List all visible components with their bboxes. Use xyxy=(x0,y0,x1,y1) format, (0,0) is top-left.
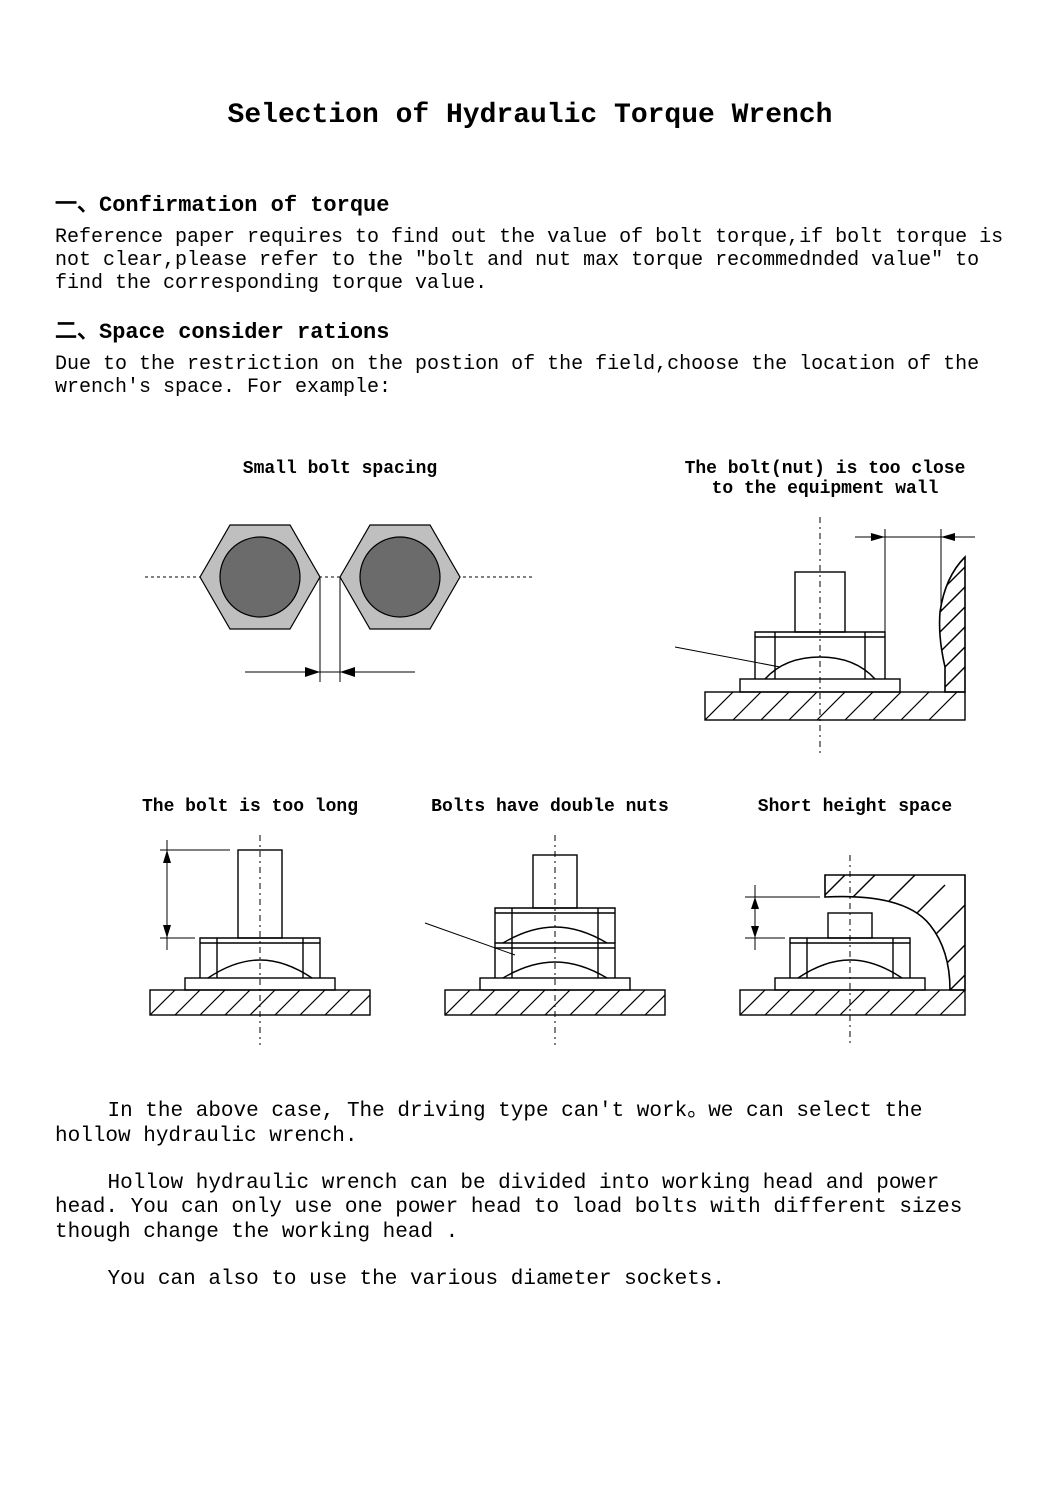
diagram-small-spacing: Small bolt spacing xyxy=(145,459,535,757)
diagram-caption: Bolts have double nuts xyxy=(431,797,669,817)
diagram-caption: Short height space xyxy=(758,797,952,817)
diagram-svg-close-wall xyxy=(645,517,1005,757)
section-1-heading: 一、Confirmation of torque xyxy=(55,186,1005,218)
diagram-short-height: Short height space xyxy=(705,797,1005,1045)
diagram-row-2: The bolt is too long xyxy=(55,797,1005,1045)
page-title: Selection of Hydraulic Torque Wrench xyxy=(55,100,1005,131)
paragraph-1: In the above case, The driving type can'… xyxy=(55,1100,922,1148)
paragraph-2: Hollow hydraulic wrench can be divided i… xyxy=(55,1172,962,1245)
section-2-body: Due to the restriction on the postion of… xyxy=(55,353,1005,399)
section-1-body: Reference paper requires to find out the… xyxy=(55,226,1005,295)
paragraph-3: You can also to use the various diameter… xyxy=(108,1268,726,1291)
diagram-double-nuts: Bolts have double nuts xyxy=(405,797,695,1045)
conclusion-block: In the above case, The driving type can'… xyxy=(55,1100,1005,1293)
diagram-svg-short-height xyxy=(705,835,1005,1045)
section-2-heading: 二、Space consider rations xyxy=(55,313,1005,345)
diagram-close-to-wall: The bolt(nut) is too close to the equipm… xyxy=(645,459,1005,757)
diagram-bolt-too-long: The bolt is too long xyxy=(105,797,395,1045)
diagram-caption: Small bolt spacing xyxy=(243,459,437,479)
diagram-svg-small-spacing xyxy=(145,497,535,717)
diagram-svg-bolt-long xyxy=(105,835,395,1045)
diagram-svg-double-nut xyxy=(405,835,695,1045)
diagram-caption: The bolt is too long xyxy=(142,797,358,817)
diagram-row-1: Small bolt spacing xyxy=(55,459,1005,757)
diagram-area: Small bolt spacing xyxy=(55,459,1005,1045)
diagram-caption: The bolt(nut) is too close to the equipm… xyxy=(685,459,966,499)
